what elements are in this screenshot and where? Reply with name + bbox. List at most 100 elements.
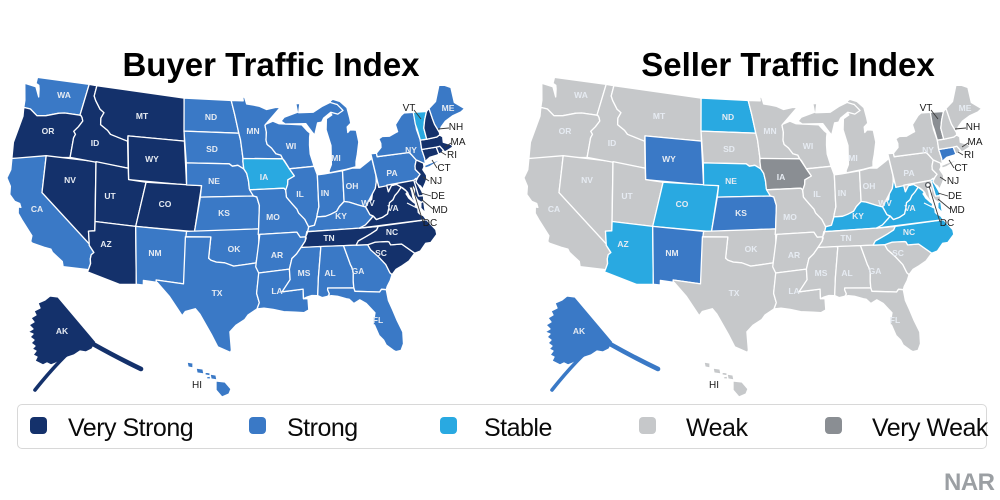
svg-text:SC: SC [892,248,904,258]
svg-text:TX: TX [729,288,740,298]
svg-text:NY: NY [922,145,934,155]
svg-text:MN: MN [246,126,259,136]
svg-text:IN: IN [838,188,847,198]
svg-text:ND: ND [205,112,217,122]
svg-text:MT: MT [136,111,149,121]
svg-text:AK: AK [56,326,69,336]
svg-text:IL: IL [296,189,304,199]
svg-text:LA: LA [271,286,282,296]
svg-text:IL: IL [813,189,821,199]
svg-text:NE: NE [725,176,737,186]
svg-text:ID: ID [608,138,617,148]
svg-text:AZ: AZ [100,239,111,249]
svg-text:OK: OK [228,244,242,254]
svg-text:AR: AR [271,250,283,260]
svg-text:MD: MD [432,205,448,216]
svg-text:WV: WV [361,198,375,208]
svg-text:FL: FL [373,315,383,325]
svg-text:MI: MI [848,153,857,163]
svg-text:KS: KS [735,208,747,218]
svg-text:HI: HI [709,380,719,391]
svg-text:TN: TN [840,233,851,243]
svg-text:NM: NM [148,248,161,258]
svg-text:OK: OK [745,244,759,254]
svg-text:IN: IN [321,188,330,198]
svg-text:DE: DE [431,191,445,202]
svg-text:WY: WY [662,154,676,164]
svg-text:VA: VA [387,203,398,213]
svg-text:CT: CT [437,163,450,174]
svg-text:KS: KS [218,208,230,218]
svg-text:RI: RI [447,150,457,161]
svg-text:WI: WI [803,141,813,151]
svg-text:HI: HI [192,380,202,391]
svg-text:KY: KY [852,211,864,221]
svg-text:CA: CA [548,204,560,214]
svg-text:TN: TN [323,233,334,243]
svg-text:MT: MT [653,111,666,121]
svg-text:WV: WV [878,198,892,208]
svg-text:PA: PA [386,168,397,178]
svg-text:NE: NE [208,176,220,186]
svg-text:NM: NM [665,248,678,258]
svg-text:CT: CT [954,163,967,174]
svg-text:NV: NV [581,175,593,185]
svg-text:WI: WI [286,141,296,151]
svg-text:ME: ME [442,103,455,113]
svg-text:UT: UT [621,191,633,201]
svg-text:PA: PA [903,168,914,178]
svg-text:MD: MD [949,205,965,216]
svg-text:IA: IA [777,172,786,182]
svg-text:MS: MS [815,268,828,278]
svg-text:MO: MO [783,212,797,222]
svg-text:AR: AR [788,250,800,260]
svg-text:NC: NC [903,227,915,237]
svg-text:MA: MA [968,137,983,148]
svg-text:VT: VT [920,103,933,114]
svg-text:KY: KY [335,211,347,221]
svg-text:OR: OR [42,126,55,136]
svg-text:DC: DC [940,218,954,229]
svg-text:TX: TX [212,288,223,298]
svg-text:SD: SD [723,144,735,154]
svg-text:NH: NH [449,122,463,133]
svg-text:AL: AL [324,268,335,278]
svg-text:CA: CA [31,204,43,214]
svg-text:FL: FL [890,315,900,325]
svg-text:SC: SC [375,248,387,258]
svg-text:VA: VA [904,203,915,213]
svg-text:NH: NH [966,122,980,133]
svg-text:AK: AK [573,326,586,336]
svg-text:NJ: NJ [430,176,442,187]
svg-text:AZ: AZ [617,239,628,249]
svg-text:MS: MS [298,268,311,278]
svg-text:CO: CO [159,199,172,209]
svg-text:RI: RI [964,150,974,161]
svg-text:WA: WA [57,90,71,100]
svg-text:OR: OR [559,126,572,136]
svg-text:MA: MA [451,137,466,148]
svg-text:CO: CO [676,199,689,209]
svg-text:NJ: NJ [947,176,959,187]
svg-text:ME: ME [959,103,972,113]
svg-text:WY: WY [145,154,159,164]
svg-text:GA: GA [352,266,365,276]
svg-text:OH: OH [346,181,359,191]
svg-text:MO: MO [266,212,280,222]
svg-text:LA: LA [788,286,799,296]
svg-text:ND: ND [722,112,734,122]
svg-text:GA: GA [869,266,882,276]
svg-text:UT: UT [104,191,116,201]
svg-text:AL: AL [841,268,852,278]
svg-text:VT: VT [403,103,416,114]
svg-text:NC: NC [386,227,398,237]
svg-text:IA: IA [260,172,269,182]
svg-text:ID: ID [91,138,100,148]
svg-text:SD: SD [206,144,218,154]
svg-text:WA: WA [574,90,588,100]
svg-text:MI: MI [331,153,340,163]
svg-text:NV: NV [64,175,76,185]
svg-text:MN: MN [763,126,776,136]
svg-text:DC: DC [423,218,437,229]
svg-text:OH: OH [863,181,876,191]
